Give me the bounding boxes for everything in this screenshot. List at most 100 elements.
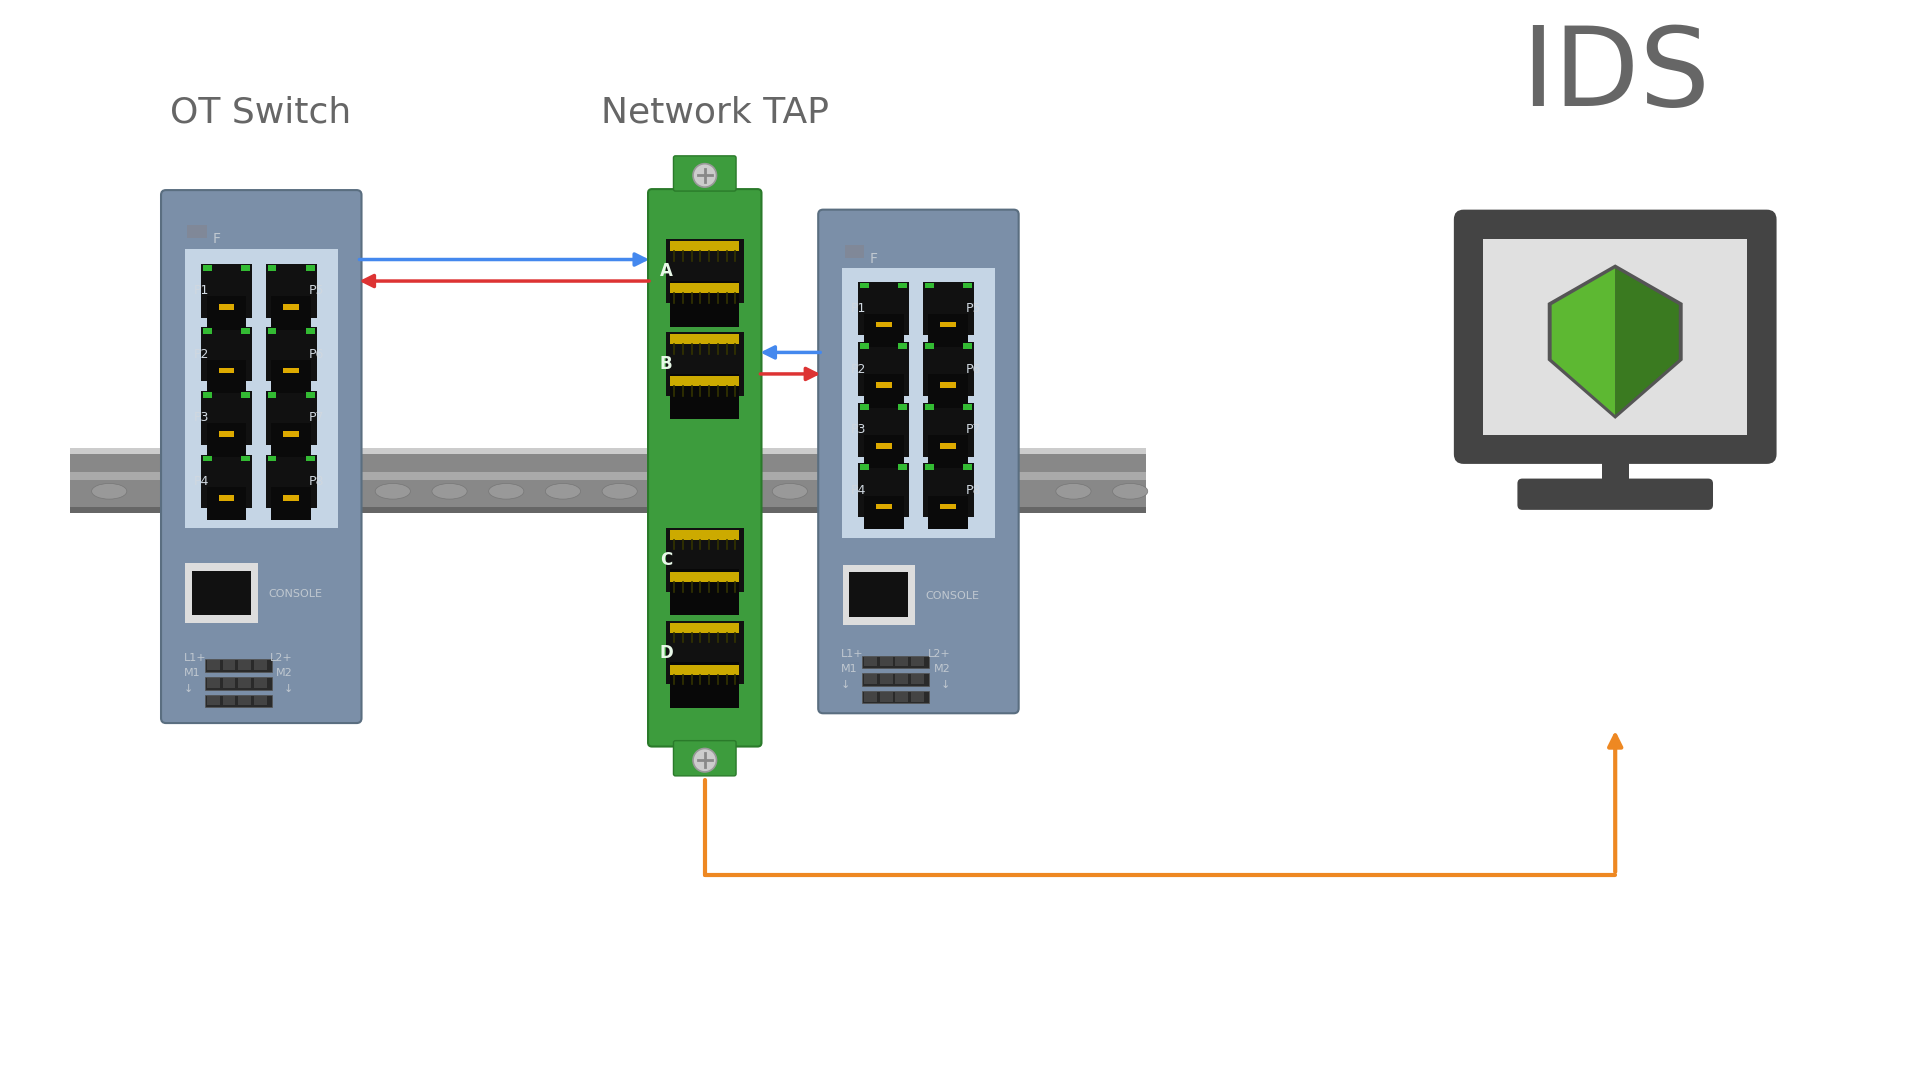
Text: L1+: L1+	[841, 649, 864, 659]
Bar	[864, 657, 877, 666]
Text: P3: P3	[851, 423, 866, 436]
Bar	[204, 392, 211, 397]
Bar	[188, 226, 207, 238]
Bar	[267, 392, 276, 397]
Polygon shape	[1551, 268, 1615, 415]
Bar	[242, 328, 250, 335]
Polygon shape	[1548, 265, 1682, 419]
Bar	[276, 499, 305, 509]
Bar	[925, 343, 933, 349]
Bar	[879, 674, 893, 684]
Bar	[870, 326, 899, 335]
Bar	[899, 343, 906, 349]
Bar	[879, 692, 893, 702]
Bar	[860, 283, 870, 288]
Bar	[864, 674, 877, 684]
Bar	[929, 375, 968, 408]
Bar	[929, 496, 968, 529]
Ellipse shape	[432, 484, 467, 499]
Bar	[935, 387, 962, 396]
Text: P7: P7	[966, 423, 981, 436]
Bar	[242, 456, 250, 461]
Bar	[204, 265, 211, 271]
Text: P7: P7	[309, 411, 324, 424]
Bar	[666, 240, 743, 303]
Text: M2: M2	[276, 669, 294, 678]
Polygon shape	[1615, 268, 1678, 415]
Ellipse shape	[488, 484, 524, 499]
Bar	[207, 487, 246, 521]
FancyBboxPatch shape	[843, 565, 916, 625]
Text: C: C	[660, 551, 672, 569]
Bar	[223, 696, 236, 705]
Bar	[876, 322, 891, 327]
Bar	[267, 328, 276, 335]
Bar	[207, 661, 219, 671]
Text: P8: P8	[309, 475, 324, 488]
Text: ↓: ↓	[841, 680, 851, 690]
Circle shape	[693, 748, 716, 772]
Bar	[271, 423, 311, 457]
Bar	[670, 335, 739, 345]
Bar	[935, 326, 962, 335]
Bar	[895, 657, 908, 666]
Text: P5: P5	[309, 284, 324, 297]
Bar	[876, 382, 891, 388]
Text: OT Switch: OT Switch	[171, 95, 351, 130]
Bar	[864, 496, 904, 529]
Text: F: F	[213, 232, 221, 246]
Bar	[213, 372, 240, 381]
Bar	[860, 404, 870, 409]
Ellipse shape	[374, 484, 411, 499]
Bar	[284, 367, 300, 374]
Text: P4: P4	[851, 484, 866, 497]
FancyBboxPatch shape	[202, 264, 252, 318]
Bar	[213, 308, 240, 318]
Bar	[912, 692, 924, 702]
FancyBboxPatch shape	[924, 282, 973, 335]
Bar	[870, 387, 899, 396]
Bar	[899, 283, 906, 288]
Bar	[271, 296, 311, 329]
FancyBboxPatch shape	[265, 391, 317, 445]
Bar	[205, 694, 271, 707]
Text: P5: P5	[966, 302, 981, 315]
Bar	[207, 296, 246, 329]
Bar	[912, 657, 924, 666]
Bar	[670, 572, 739, 582]
Bar	[876, 503, 891, 510]
FancyBboxPatch shape	[202, 327, 252, 381]
FancyBboxPatch shape	[858, 342, 910, 396]
Bar	[305, 392, 315, 397]
Bar	[1601, 454, 1628, 484]
Bar	[238, 661, 252, 671]
Bar	[941, 382, 956, 388]
Text: M2: M2	[933, 664, 950, 674]
Bar	[925, 283, 933, 288]
FancyBboxPatch shape	[161, 190, 361, 723]
Bar	[238, 696, 252, 705]
Bar	[899, 464, 906, 470]
Bar	[670, 662, 739, 708]
Bar	[1482, 239, 1747, 434]
Bar	[879, 657, 893, 666]
FancyBboxPatch shape	[202, 391, 252, 445]
Bar	[862, 673, 929, 686]
Text: L2+: L2+	[927, 649, 950, 659]
Bar	[935, 447, 962, 457]
Bar	[876, 443, 891, 449]
Bar	[925, 404, 933, 409]
Bar	[860, 343, 870, 349]
Bar	[670, 530, 739, 540]
Bar	[276, 372, 305, 381]
Bar	[207, 696, 219, 705]
Bar	[964, 464, 972, 470]
Text: P2: P2	[194, 348, 209, 361]
Bar	[899, 404, 906, 409]
Bar	[242, 265, 250, 271]
Bar	[242, 392, 250, 397]
Bar	[670, 374, 739, 419]
Text: CONSOLE: CONSOLE	[925, 591, 979, 600]
Bar	[895, 692, 908, 702]
FancyBboxPatch shape	[1453, 210, 1776, 464]
